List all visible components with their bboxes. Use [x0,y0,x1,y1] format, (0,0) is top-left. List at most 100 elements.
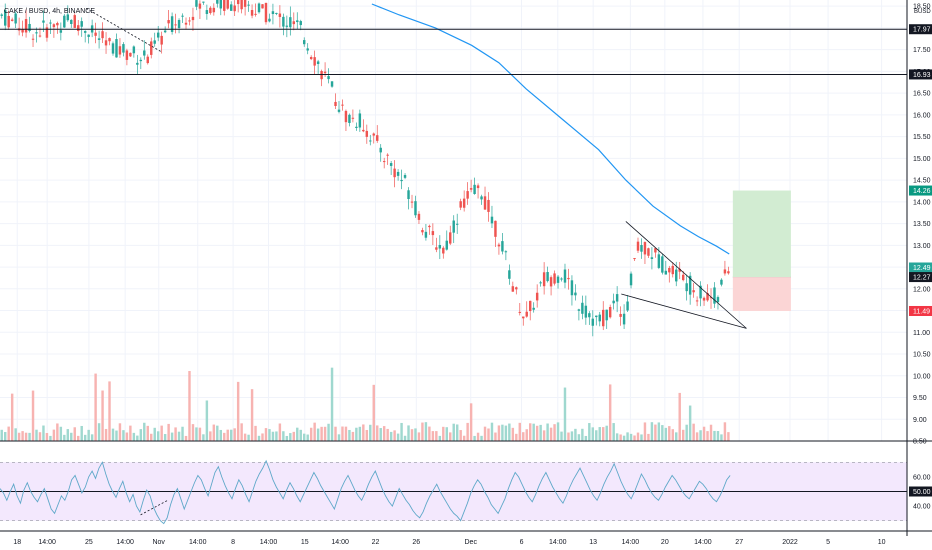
price-tag-label: 14.26 [913,188,931,195]
candle-body [535,292,539,301]
volume-bar [129,425,132,441]
candle-body [7,15,10,28]
volume-bar [90,434,94,441]
candle-body [296,20,299,23]
candle-body [723,269,727,274]
currency-label: BUSD [914,9,931,15]
volume-bar [563,387,567,441]
candle-body [212,7,216,13]
candle-body [414,201,417,216]
candle-body [438,244,442,249]
candle-body [424,231,428,238]
candle-body [702,297,706,301]
volume-bar [713,430,716,441]
volume-bar [546,423,549,441]
volume-bar [382,426,386,441]
candle-body [476,185,480,189]
volume-bar [483,426,487,441]
volume-bar [535,425,539,441]
time-tick-label: 20 [661,539,669,546]
price-tag-label: 12.49 [913,265,931,272]
candle-body [574,292,577,296]
volume-bar [584,435,588,441]
candle-body [132,46,136,54]
wedge-trendlines[interactable] [621,221,747,329]
volume-bar [7,426,10,441]
volume-bar [24,432,28,441]
candle-body [581,302,584,314]
candle-body [647,248,650,256]
candle-body [595,315,598,318]
candle-body [480,196,483,200]
candle-body [466,191,469,199]
volume-bar [681,429,685,441]
candle-body [668,267,671,273]
volume-bar [428,426,431,441]
candle-body [223,0,226,11]
candle-body [10,19,14,21]
volume-bar [678,392,681,441]
candle-body [351,117,355,119]
volume-bar [160,425,163,441]
candle-body [129,52,132,57]
volume-bar [35,429,38,441]
candle-body [396,171,400,176]
price-tag [909,272,932,283]
candle-body [28,23,31,31]
volume-bar [389,431,393,441]
volume-bar [73,427,76,441]
candle-body [483,196,487,210]
candle-body [365,130,369,137]
volume-bar [469,403,473,441]
volume-bar [455,424,459,441]
candle-body [654,248,657,253]
candle-body [681,274,685,281]
candle-body [174,24,177,26]
candle-body [598,314,601,322]
candle-body [56,22,59,26]
volume-bar [111,428,115,441]
volume-bar [640,434,643,441]
candle-body [563,269,567,283]
candle-body [195,0,198,7]
candle-body [306,48,309,51]
price-tick-label: 14.00 [913,199,931,206]
candle-body [650,257,654,259]
volume-bar [410,429,414,441]
volume-bar [355,427,358,441]
candle-body [622,313,626,325]
target-zone [732,190,791,278]
volume-bar [94,373,97,441]
volume-bar [553,424,556,441]
volume-bar [386,428,389,441]
dashed-trendline [85,8,162,53]
candle-body [487,199,490,212]
volume-bar [0,429,3,441]
candle-body [435,247,438,250]
candle-body [643,242,647,255]
volume-bar [379,428,382,441]
volume-bar [156,431,160,441]
volume-bar [125,432,129,441]
volume-bar [309,427,313,441]
volume-bar [170,432,174,441]
volume-bar [699,430,702,441]
candle-body [177,19,181,29]
time-axis: 18 14:00 25 14:00 Nov 14:00 8 14:00 15 14:00 22 26 D… [13,539,885,546]
candle-body [163,30,167,33]
candle-body [542,272,546,287]
volume-bar [177,431,181,441]
candle-body [529,300,532,312]
rsi-current-tag [909,486,932,497]
volume-bar [490,422,494,441]
candle-body [462,198,466,208]
volume-bar [132,432,136,441]
volume-bar [414,428,417,441]
horizontal-levels[interactable] [0,28,907,75]
candle-body [584,305,588,318]
volume-bar [250,389,254,441]
volume-bar [70,432,73,441]
candle-body [713,287,716,304]
time-tick-label: 14:00 [38,539,56,546]
